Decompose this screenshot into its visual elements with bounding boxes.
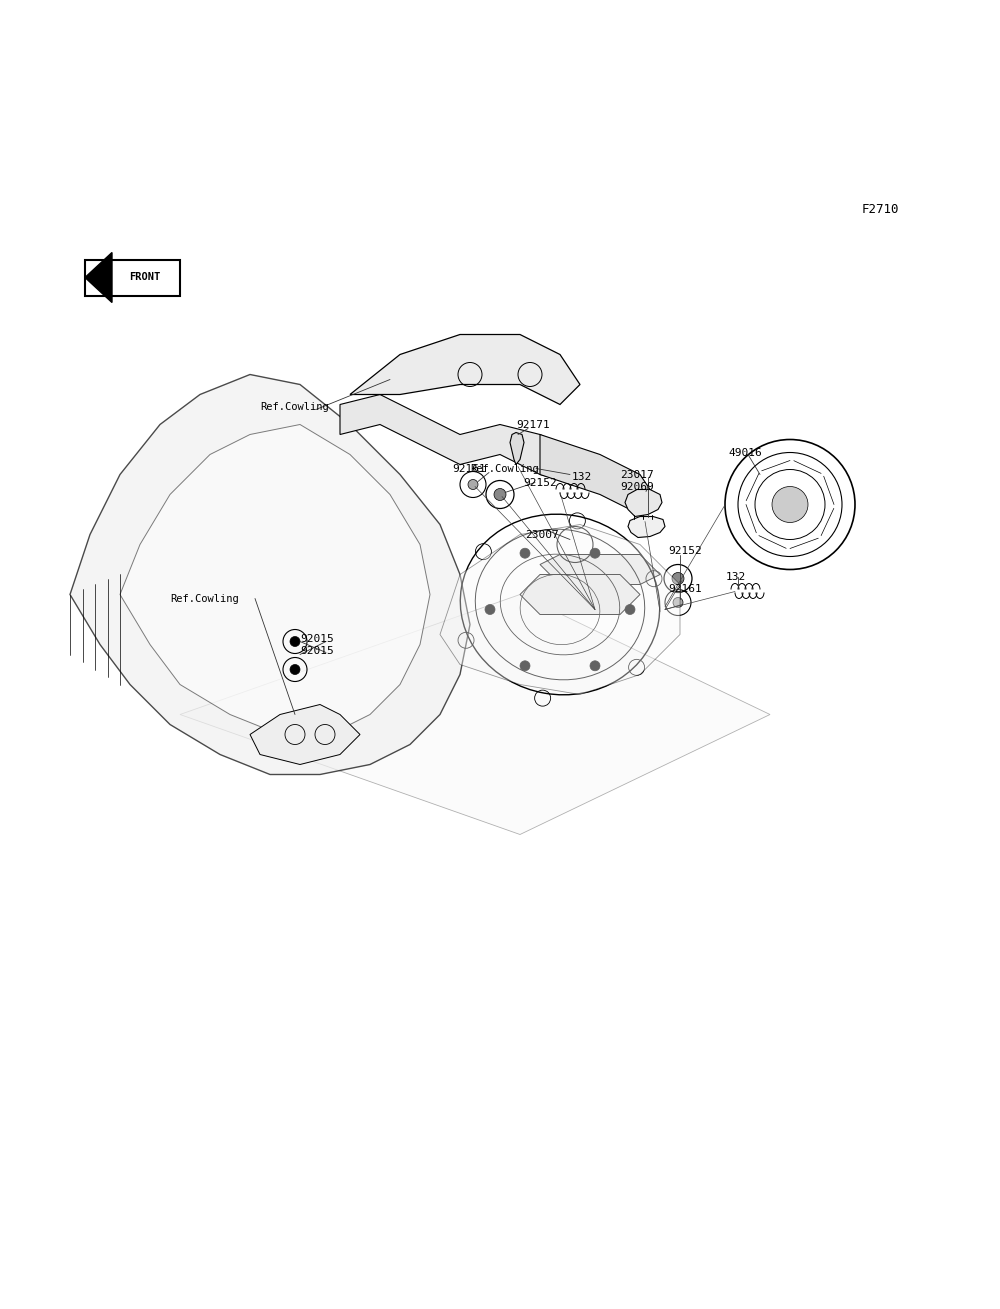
Polygon shape [520,575,640,614]
Polygon shape [85,253,112,302]
Text: Ref.Cowling: Ref.Cowling [170,594,239,605]
Polygon shape [440,525,680,695]
Text: 92069: 92069 [620,482,654,491]
Text: Ref.Cowling: Ref.Cowling [470,463,539,474]
Polygon shape [120,424,430,734]
Text: 132: 132 [726,572,746,581]
Text: 92015: 92015 [300,634,334,644]
Text: 92152: 92152 [668,546,702,555]
Text: FRONT: FRONT [129,272,161,283]
Circle shape [290,665,300,674]
Circle shape [520,548,530,558]
Circle shape [672,572,684,585]
Circle shape [673,597,683,607]
FancyBboxPatch shape [85,259,180,296]
Circle shape [468,479,478,490]
Circle shape [590,661,600,670]
Text: 23017: 23017 [620,470,654,479]
Text: 49016: 49016 [728,448,762,458]
Polygon shape [625,490,662,517]
Text: 92152: 92152 [523,478,557,487]
Circle shape [485,605,495,614]
Polygon shape [350,335,580,404]
Polygon shape [180,594,770,835]
Text: 92171: 92171 [516,419,550,429]
Text: 92161: 92161 [668,585,702,594]
Text: 132: 132 [572,471,592,482]
Circle shape [772,487,808,522]
Text: 23007: 23007 [525,530,559,539]
Circle shape [494,488,506,500]
Text: 92161: 92161 [452,463,486,474]
Polygon shape [628,517,665,538]
Text: F2710: F2710 [862,203,900,216]
Polygon shape [340,394,580,484]
Text: 92015: 92015 [300,647,334,657]
Circle shape [590,548,600,558]
Circle shape [625,605,635,614]
Text: Ref.Cowling: Ref.Cowling [260,402,329,411]
Polygon shape [540,435,660,514]
Circle shape [290,636,300,647]
Polygon shape [540,555,660,585]
Polygon shape [70,374,470,775]
Circle shape [520,661,530,670]
Polygon shape [250,704,360,764]
Polygon shape [510,432,524,465]
